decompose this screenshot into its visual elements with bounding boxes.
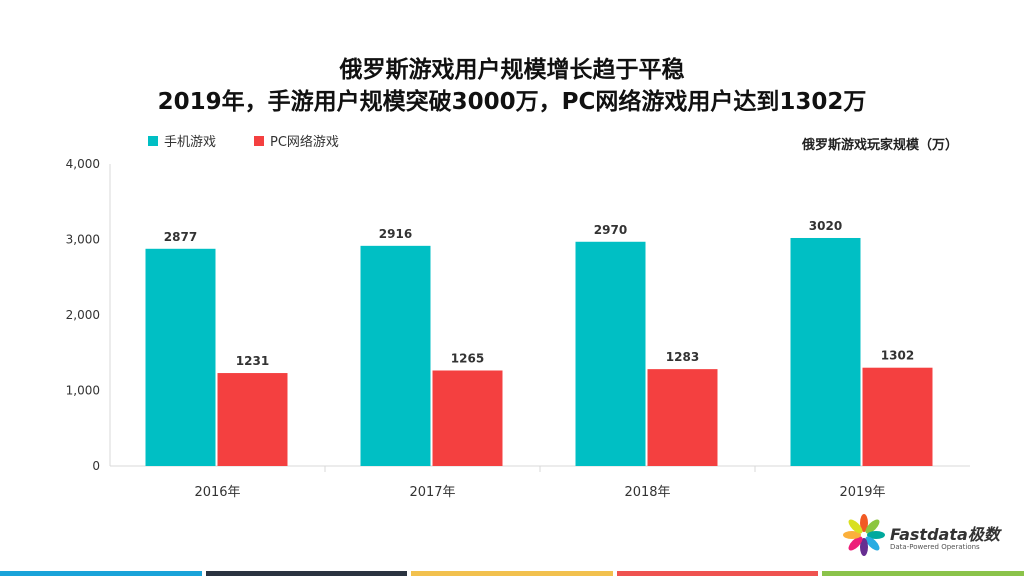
- legend-label-pc: PC网络游戏: [270, 135, 339, 150]
- y-tick-label: 1,000: [66, 384, 100, 398]
- data-label: 1302: [881, 349, 914, 363]
- bar-pc: [432, 370, 503, 466]
- footer-segment: [616, 571, 819, 576]
- data-label: 2970: [594, 223, 627, 237]
- bar-mobile: [575, 241, 646, 466]
- x-tick-label: 2018年: [624, 485, 670, 500]
- y-tick-label: 2,000: [66, 308, 100, 322]
- data-label: 1283: [666, 350, 699, 364]
- chart-title-line2: 2019年，手游用户规模突破3000万，PC网络游戏用户达到1302万: [157, 89, 867, 115]
- logo: Fastdata极数 Data-Powered Operations: [842, 512, 1002, 558]
- data-label: 1231: [236, 354, 269, 368]
- footer-segment: [822, 571, 1024, 576]
- footer-segment: [0, 571, 202, 576]
- data-label: 3020: [809, 219, 842, 233]
- x-tick-label: 2017年: [409, 485, 455, 500]
- bar-pc: [862, 367, 933, 466]
- x-tick-label: 2016年: [194, 485, 240, 500]
- y-tick-label: 4,000: [66, 157, 100, 171]
- legend-label-mobile: 手机游戏: [164, 135, 217, 150]
- data-label: 2916: [379, 227, 412, 241]
- legend-swatch-pc: [254, 135, 265, 146]
- flower-logo-icon: [843, 514, 885, 556]
- x-tick-label: 2019年: [839, 485, 885, 500]
- legend-item-pc: PC网络游戏: [254, 131, 339, 150]
- legend-swatch-mobile: [148, 135, 158, 146]
- y-tick-label: 0: [92, 459, 100, 473]
- bar-mobile: [360, 245, 431, 466]
- logo-tagline: Data-Powered Operations: [890, 543, 980, 551]
- legend-item-mobile: 手机游戏: [148, 131, 216, 150]
- data-label: 2877: [164, 230, 197, 244]
- footer-segment: [205, 571, 408, 576]
- bar-mobile: [145, 248, 216, 466]
- footer-segment: [411, 571, 613, 576]
- bar-pc: [217, 373, 288, 466]
- data-label: 1265: [451, 351, 484, 365]
- y-tick-label: 3,000: [66, 233, 100, 247]
- bar-pc: [647, 369, 718, 466]
- logo-name: Fastdata极数: [890, 525, 1000, 544]
- unit-label: 俄罗斯游戏玩家规模（万）: [801, 138, 958, 153]
- chart-title-line1: 俄罗斯游戏用户规模增长趋于平稳: [339, 57, 685, 83]
- chart-legend: 手机游戏 PC网络游戏: [148, 131, 377, 150]
- bar-mobile: [790, 237, 861, 466]
- footer-color-bar: [0, 571, 1024, 576]
